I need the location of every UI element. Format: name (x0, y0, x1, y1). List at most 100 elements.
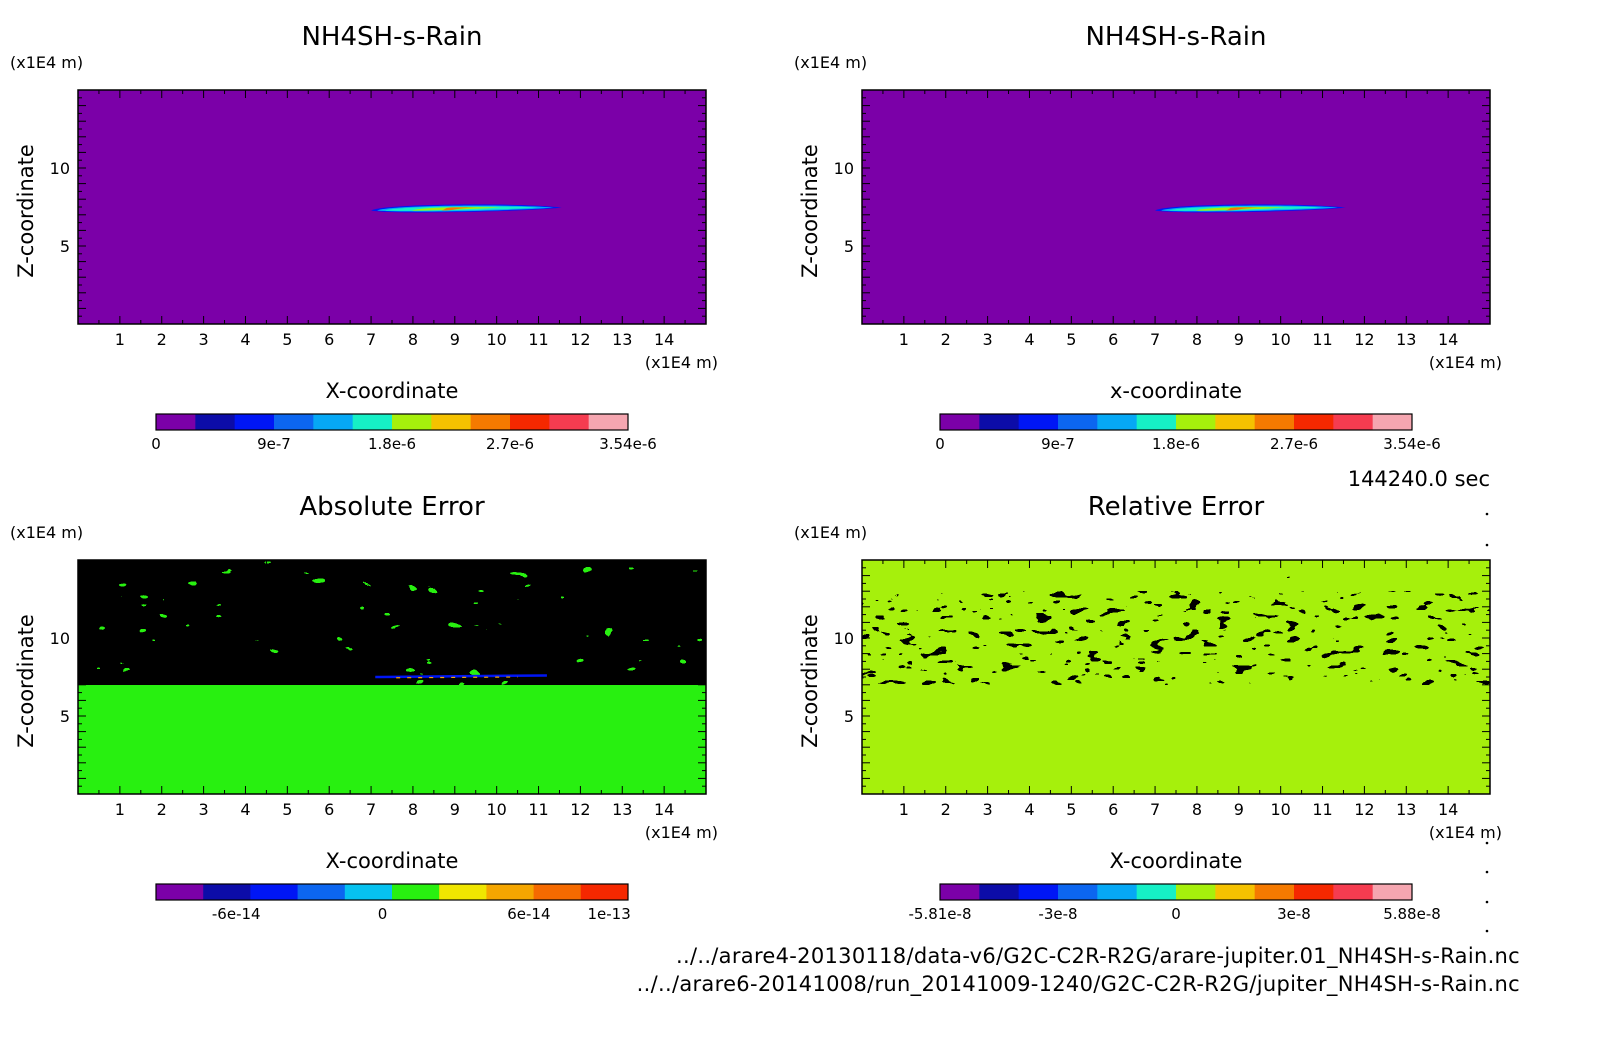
time-label: 144240.0 sec (1348, 467, 1490, 491)
colorbar-swatch (533, 884, 582, 900)
x-tick-label: 13 (1396, 800, 1416, 819)
x-tick-label: 6 (1108, 330, 1118, 349)
x-tick-label: 8 (408, 800, 418, 819)
colorbar-swatch (1058, 884, 1098, 900)
noise-layer-navy (862, 591, 1490, 685)
x-tick-label: 1 (899, 800, 909, 819)
x-tick-label: 4 (1024, 800, 1034, 819)
x-unit-label: (x1E4 m) (645, 353, 718, 372)
y-unit-label: (x1E4 m) (10, 523, 83, 542)
x-tick-label: 1 (115, 330, 125, 349)
decorative-dots (1485, 512, 1489, 933)
colorbar-swatch (1058, 414, 1098, 430)
y-tick-label: 5 (60, 237, 70, 256)
x-tick-label: 3 (983, 800, 993, 819)
x-tick-label: 6 (324, 330, 334, 349)
chart-panel-1: NH4SH-s-Rain(x1E4 m)1 2 3 4 5 6 7 8 9 10 11 12 13 145… (10, 22, 718, 453)
colorbar-frame (155, 413, 629, 431)
x-axis-label: x-coordinate (1110, 379, 1242, 403)
chart-panel-3: Absolute Error(x1E4 m)1 2 3 4 5 6 7 8 9 10 11 12 13 1… (10, 492, 718, 923)
y-axis-label: Z-coordinate (14, 614, 38, 748)
x-tick-label: 5 (1066, 800, 1076, 819)
x-tick-label: 9 (1234, 330, 1244, 349)
y-tick-label: 5 (844, 237, 854, 256)
x-tick-label: 5 (282, 800, 292, 819)
x-tick-label: 14 (654, 800, 674, 819)
colorbar-swatch (1097, 884, 1138, 900)
x-unit-label: (x1E4 m) (1429, 823, 1502, 842)
chart-panel-2: NH4SH-s-Rain(x1E4 m)1 2 3 4 5 6 7 8 9 10 11 12 13 145… (794, 22, 1502, 453)
y-tick-label: 5 (60, 707, 70, 726)
y-tick-label: 10 (50, 629, 70, 648)
colorbar-swatch (234, 414, 275, 430)
x-tick-label: 9 (450, 800, 460, 819)
chart-title: NH4SH-s-Rain (301, 22, 482, 52)
x-tick-label: 2 (941, 330, 951, 349)
x-tick-label: 3 (983, 330, 993, 349)
colorbar-tick-label: 3.54e-6 (599, 435, 657, 453)
colorbar-tick-label: 2.7e-6 (1270, 435, 1318, 453)
x-tick-label: 8 (1192, 800, 1202, 819)
colorbar-swatch (979, 884, 1020, 900)
x-tick-label: 10 (486, 330, 506, 349)
x-tick-label: 3 (199, 800, 209, 819)
chart-title: Absolute Error (299, 492, 485, 522)
x-tick-label: 1 (115, 800, 125, 819)
colorbar-swatch (344, 884, 393, 900)
x-tick-label: 2 (941, 800, 951, 819)
y-unit-label: (x1E4 m) (10, 53, 83, 72)
x-tick-label: 12 (1354, 800, 1374, 819)
x-tick-label: 11 (1312, 330, 1332, 349)
error-streak-warm (396, 676, 518, 679)
x-tick-label: 11 (528, 330, 548, 349)
x-tick-label: 1 (899, 330, 909, 349)
x-tick-label: 12 (570, 800, 590, 819)
colorbar-tick-label: 1.8e-6 (368, 435, 416, 453)
colorbar-tick-label: 0 (151, 435, 161, 453)
colorbar-frame (155, 883, 629, 901)
colorbar-swatch (156, 884, 204, 900)
colorbar-swatch (1097, 414, 1138, 430)
x-tick-label: 4 (1024, 330, 1034, 349)
file-path-2: ../../arare6-20141008/run_20141009-1240/… (636, 972, 1520, 996)
colorbar-tick-label: -5.81e-8 (909, 905, 972, 923)
colorbar-swatch (392, 414, 432, 430)
x-tick-label: 5 (282, 330, 292, 349)
x-tick-label: 10 (486, 800, 506, 819)
colorbar-tick-label: 0 (1171, 905, 1181, 923)
colorbar-tick-label: 0 (378, 905, 388, 923)
x-tick-label: 8 (1192, 330, 1202, 349)
colorbar-swatch (156, 414, 196, 430)
file-path-1: ../../arare4-20130118/data-v6/G2C-C2R-R2… (676, 944, 1520, 968)
x-tick-label: 13 (1396, 330, 1416, 349)
chart-title: Relative Error (1088, 492, 1265, 522)
x-axis-label: X-coordinate (326, 849, 459, 873)
rain-band-core (1225, 207, 1261, 211)
x-tick-label: 2 (157, 800, 167, 819)
colorbar-swatch (940, 884, 980, 900)
x-tick-label: 12 (1354, 330, 1374, 349)
y-axis-label: Z-coordinate (14, 144, 38, 278)
y-tick-label: 5 (844, 707, 854, 726)
colorbar-swatch (250, 884, 299, 900)
colorbar-swatch (1294, 414, 1334, 430)
colorbar-swatch (588, 414, 629, 430)
colorbar-swatch (510, 414, 550, 430)
colorbar-swatch (274, 414, 314, 430)
colorbar-tick-label: 9e-7 (257, 435, 291, 453)
x-tick-label: 11 (1312, 800, 1332, 819)
x-axis-label: X-coordinate (1110, 849, 1243, 873)
x-tick-label: 6 (324, 800, 334, 819)
colorbar-tick-label: -6e-14 (212, 905, 261, 923)
x-tick-label: 7 (1150, 330, 1160, 349)
colorbar-swatch (1215, 884, 1256, 900)
y-tick-label: 10 (834, 159, 854, 178)
colorbar-swatch (352, 414, 393, 430)
colorbar-swatch (392, 884, 440, 900)
colorbar-swatch (313, 414, 354, 430)
x-tick-label: 6 (1108, 800, 1118, 819)
x-tick-label: 13 (612, 800, 632, 819)
colorbar-swatch (1136, 884, 1177, 900)
colorbar-swatch (439, 884, 487, 900)
